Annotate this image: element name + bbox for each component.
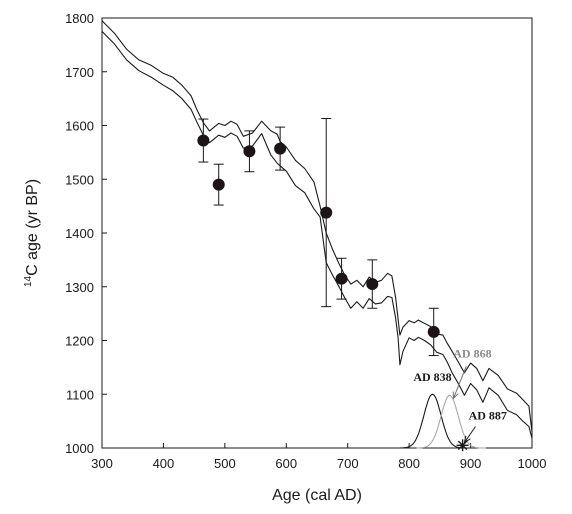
annotation-ad-868: AD 868	[453, 347, 491, 361]
y-tick-label: 1700	[65, 65, 94, 80]
data-point	[335, 272, 348, 285]
y-tick-label: 1800	[65, 11, 94, 26]
x-tick-label: 900	[460, 456, 482, 471]
data-point	[274, 142, 287, 155]
y-axis-title-superscript: 14	[23, 275, 34, 287]
arrow-868	[452, 366, 467, 399]
data-point	[427, 325, 440, 338]
plot-frame	[101, 17, 533, 449]
y-tick-label: 1400	[65, 226, 94, 241]
x-tick-label: 1000	[518, 456, 547, 471]
x-tick-label: 800	[398, 456, 420, 471]
calibration-curves	[101, 20, 533, 439]
calibration-curve-1	[101, 20, 533, 432]
y-axis-title: 14C age (yr BP)	[23, 179, 41, 287]
y-axis-title-text: C age (yr BP)	[24, 179, 41, 276]
distribution-curve-3	[399, 393, 468, 449]
y-tick-label: 1100	[66, 387, 94, 402]
axis-ticks: 300 400 500 600 700 800 900 1000 1000 1100 1200 130…	[65, 11, 546, 471]
x-tick-label: 500	[214, 456, 236, 471]
data-point	[197, 134, 210, 147]
probability-distributions	[399, 393, 486, 449]
distribution-curve-4	[416, 394, 486, 449]
arrow-887	[464, 426, 476, 443]
annotation-ad-838: AD 838	[413, 370, 451, 384]
calibration-curve-2	[101, 31, 533, 439]
x-tick-label: 400	[153, 456, 175, 471]
y-tick-label: 1200	[65, 334, 94, 349]
asterisk-marker	[457, 440, 468, 451]
y-tick-label: 1600	[65, 119, 94, 134]
y-tick-label: 1000	[65, 441, 94, 456]
x-tick-label: 600	[275, 456, 297, 471]
data-point	[320, 206, 333, 219]
data-point	[212, 178, 225, 191]
x-tick-label: 700	[337, 456, 359, 471]
data-point	[366, 278, 379, 291]
data-point	[243, 145, 256, 158]
data-points	[197, 118, 440, 357]
y-tick-label: 1500	[65, 172, 94, 187]
x-axis-title: Age (cal AD)	[272, 487, 362, 504]
annotation-ad-887: AD 887	[469, 409, 507, 423]
y-tick-label: 1300	[65, 280, 94, 295]
x-tick-label: 300	[91, 456, 113, 471]
arrow-868-head	[452, 391, 459, 400]
